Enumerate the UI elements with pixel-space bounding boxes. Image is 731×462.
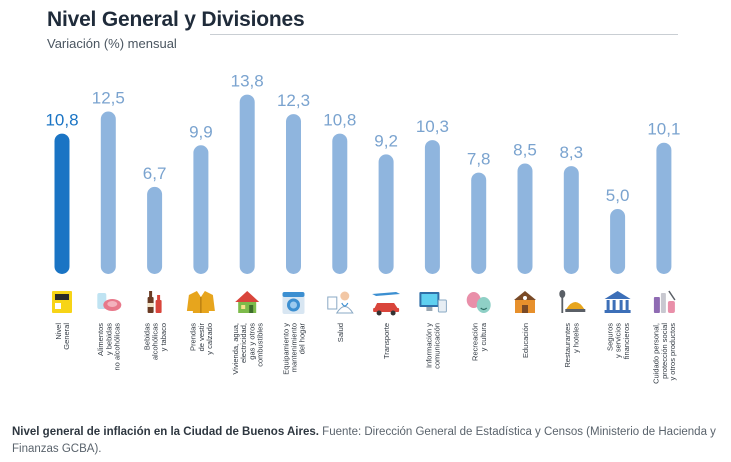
category-label: Restaurantesy hoteles (563, 323, 580, 368)
category-label: Bebidasalcohólicasy tabaco (142, 323, 167, 360)
value-label: 12,3 (277, 91, 310, 110)
bar-group: 8,5 (513, 141, 537, 274)
value-label: 10,8 (45, 111, 78, 130)
bar (193, 145, 209, 274)
bar-group: 10,3 (416, 117, 449, 274)
category-label: Equipamiento ymantenimientodel hogar (281, 323, 306, 375)
bar-chart: 10,8 12,5 6,7 9,9 13,8 12,3 10,8 9,2 10,3 7,8 8,5 8… (45, 72, 680, 384)
bar-group: 13,8 (231, 72, 264, 274)
category-label: Vivienda, agua,electricidad,gas y otrosc… (231, 323, 265, 375)
car-plane-icon (372, 292, 401, 316)
category-label: Segurosy serviciosfinancieros (605, 323, 630, 360)
house-icon (235, 291, 260, 313)
bar (100, 111, 116, 274)
value-label: 8,3 (559, 143, 583, 162)
school-icon (514, 291, 536, 313)
bar-group: 12,5 (92, 89, 125, 274)
bar (378, 154, 394, 274)
bar-group: 8,3 (559, 143, 583, 274)
jacket-icon (186, 291, 215, 313)
bar-group: 9,9 (189, 122, 213, 274)
value-label: 10,1 (647, 120, 680, 139)
caption-bold: Nivel general de inflación en la Ciudad … (12, 426, 319, 438)
category-label: NivelGeneral (54, 323, 71, 350)
bar-group: 9,2 (374, 131, 398, 274)
doctor-icon (327, 291, 354, 314)
cutlery-icon (559, 290, 586, 313)
bar (286, 114, 301, 274)
category-label: Cuidado personal,protección socialy otro… (652, 323, 677, 384)
category-label: Transporte (382, 323, 391, 359)
chart-title: Nivel General y Divisiones (47, 8, 305, 31)
bar (424, 140, 440, 274)
bar-group: 5,0 (606, 186, 630, 274)
value-label: 12,5 (92, 89, 125, 108)
computer-icon (419, 292, 447, 313)
caption-source: Fuente: Dirección General de Estadística… (12, 426, 716, 455)
value-label: 9,9 (189, 122, 213, 141)
washing-machine-icon (282, 292, 305, 314)
bar (656, 142, 672, 274)
bar-group: 10,1 (647, 120, 680, 274)
value-label: 8,5 (513, 141, 537, 160)
food-icon (97, 293, 122, 311)
value-label: 13,8 (231, 72, 264, 91)
bar (239, 94, 255, 274)
bar (563, 166, 579, 274)
value-label: 10,3 (416, 117, 449, 136)
bar (147, 186, 163, 274)
category-label: Prendasde vestiry calzado (189, 323, 214, 355)
value-label: 7,8 (467, 150, 491, 169)
value-label: 5,0 (606, 186, 630, 205)
category-label: Recreacióny cultura (471, 322, 488, 361)
category-label: Información ycomunicación (424, 323, 441, 369)
category-label: Salud (336, 323, 345, 342)
value-label: 9,2 (374, 131, 398, 150)
bar (517, 163, 533, 274)
figure-caption: Nivel general de inflación en la Ciudad … (12, 424, 717, 458)
bar (471, 172, 487, 274)
bar-group: 12,3 (277, 91, 310, 274)
bottles-icon (147, 291, 162, 313)
bar-group: 10,8 (323, 111, 356, 274)
value-label: 6,7 (143, 164, 167, 183)
bar-group: 10,8 (45, 111, 79, 274)
category-label: Educación (521, 323, 530, 358)
title-divider (210, 34, 678, 35)
bar (610, 209, 626, 274)
bar-group: 7,8 (467, 150, 491, 274)
theater-masks-icon (466, 292, 491, 313)
value-label: 10,8 (323, 111, 356, 130)
category-label: Alimentosy bebidasno alcohólicas (96, 323, 121, 371)
bar (332, 133, 348, 274)
bank-icon (604, 291, 631, 313)
toiletries-icon (653, 290, 676, 313)
chart-subtitle: Variación (%) mensual (47, 36, 177, 51)
ipc-logo-icon (52, 291, 72, 313)
bar (54, 133, 70, 274)
bar-group: 6,7 (143, 164, 167, 274)
